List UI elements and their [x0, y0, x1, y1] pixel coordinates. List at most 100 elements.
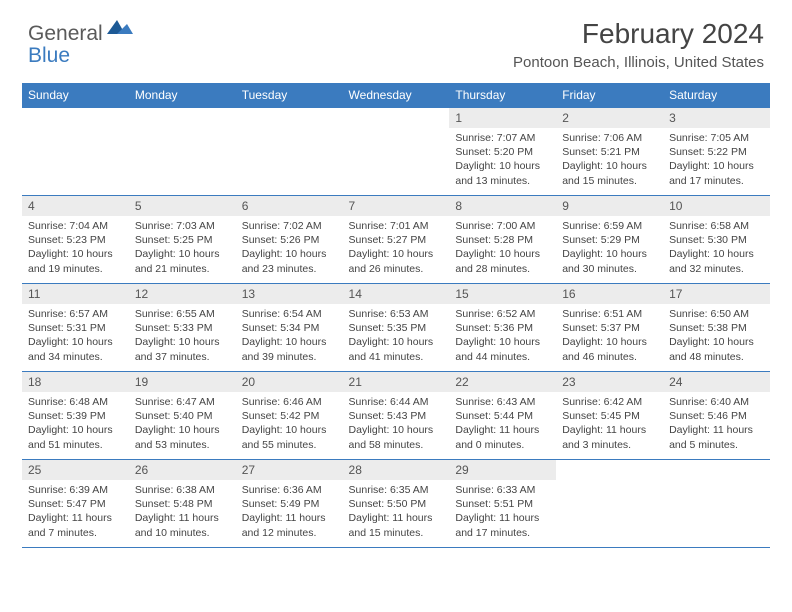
calendar-cell: 19Sunrise: 6:47 AMSunset: 5:40 PMDayligh… — [129, 372, 236, 460]
day-number: 18 — [22, 372, 129, 392]
day-number: 24 — [663, 372, 770, 392]
day-details: Sunrise: 6:54 AMSunset: 5:34 PMDaylight:… — [236, 304, 343, 368]
calendar-cell: 28Sunrise: 6:35 AMSunset: 5:50 PMDayligh… — [343, 460, 450, 548]
day-details: Sunrise: 6:48 AMSunset: 5:39 PMDaylight:… — [22, 392, 129, 456]
day-details: Sunrise: 7:02 AMSunset: 5:26 PMDaylight:… — [236, 216, 343, 280]
day-details: Sunrise: 6:38 AMSunset: 5:48 PMDaylight:… — [129, 480, 236, 544]
day-details: Sunrise: 6:52 AMSunset: 5:36 PMDaylight:… — [449, 304, 556, 368]
calendar-cell: 22Sunrise: 6:43 AMSunset: 5:44 PMDayligh… — [449, 372, 556, 460]
calendar-header-row: SundayMondayTuesdayWednesdayThursdayFrid… — [22, 83, 770, 108]
calendar-cell — [129, 108, 236, 196]
day-details: Sunrise: 6:44 AMSunset: 5:43 PMDaylight:… — [343, 392, 450, 456]
calendar-cell: 12Sunrise: 6:55 AMSunset: 5:33 PMDayligh… — [129, 284, 236, 372]
day-number: 6 — [236, 196, 343, 216]
calendar-cell: 9Sunrise: 6:59 AMSunset: 5:29 PMDaylight… — [556, 196, 663, 284]
calendar-cell: 1Sunrise: 7:07 AMSunset: 5:20 PMDaylight… — [449, 108, 556, 196]
calendar-cell: 24Sunrise: 6:40 AMSunset: 5:46 PMDayligh… — [663, 372, 770, 460]
day-number: 11 — [22, 284, 129, 304]
calendar-week-row: 1Sunrise: 7:07 AMSunset: 5:20 PMDaylight… — [22, 108, 770, 196]
day-details: Sunrise: 7:07 AMSunset: 5:20 PMDaylight:… — [449, 128, 556, 192]
calendar-cell: 3Sunrise: 7:05 AMSunset: 5:22 PMDaylight… — [663, 108, 770, 196]
day-details: Sunrise: 6:39 AMSunset: 5:47 PMDaylight:… — [22, 480, 129, 544]
calendar-cell: 27Sunrise: 6:36 AMSunset: 5:49 PMDayligh… — [236, 460, 343, 548]
weekday-header: Sunday — [22, 83, 129, 108]
day-details: Sunrise: 6:57 AMSunset: 5:31 PMDaylight:… — [22, 304, 129, 368]
calendar-cell: 10Sunrise: 6:58 AMSunset: 5:30 PMDayligh… — [663, 196, 770, 284]
calendar-cell: 2Sunrise: 7:06 AMSunset: 5:21 PMDaylight… — [556, 108, 663, 196]
calendar-cell: 7Sunrise: 7:01 AMSunset: 5:27 PMDaylight… — [343, 196, 450, 284]
calendar-cell: 18Sunrise: 6:48 AMSunset: 5:39 PMDayligh… — [22, 372, 129, 460]
calendar-cell: 21Sunrise: 6:44 AMSunset: 5:43 PMDayligh… — [343, 372, 450, 460]
weekday-header: Tuesday — [236, 83, 343, 108]
day-number: 20 — [236, 372, 343, 392]
calendar-cell: 8Sunrise: 7:00 AMSunset: 5:28 PMDaylight… — [449, 196, 556, 284]
calendar-body: 1Sunrise: 7:07 AMSunset: 5:20 PMDaylight… — [22, 108, 770, 548]
day-number: 7 — [343, 196, 450, 216]
calendar-cell: 15Sunrise: 6:52 AMSunset: 5:36 PMDayligh… — [449, 284, 556, 372]
calendar-week-row: 25Sunrise: 6:39 AMSunset: 5:47 PMDayligh… — [22, 460, 770, 548]
weekday-header: Friday — [556, 83, 663, 108]
day-details: Sunrise: 6:47 AMSunset: 5:40 PMDaylight:… — [129, 392, 236, 456]
day-details: Sunrise: 6:59 AMSunset: 5:29 PMDaylight:… — [556, 216, 663, 280]
day-number: 17 — [663, 284, 770, 304]
day-details: Sunrise: 7:01 AMSunset: 5:27 PMDaylight:… — [343, 216, 450, 280]
day-number: 28 — [343, 460, 450, 480]
day-details: Sunrise: 6:33 AMSunset: 5:51 PMDaylight:… — [449, 480, 556, 544]
calendar-cell: 16Sunrise: 6:51 AMSunset: 5:37 PMDayligh… — [556, 284, 663, 372]
day-details: Sunrise: 6:42 AMSunset: 5:45 PMDaylight:… — [556, 392, 663, 456]
day-number: 26 — [129, 460, 236, 480]
weekday-header: Monday — [129, 83, 236, 108]
day-details: Sunrise: 6:46 AMSunset: 5:42 PMDaylight:… — [236, 392, 343, 456]
day-number: 29 — [449, 460, 556, 480]
day-number: 2 — [556, 108, 663, 128]
calendar-cell — [663, 460, 770, 548]
calendar-cell: 23Sunrise: 6:42 AMSunset: 5:45 PMDayligh… — [556, 372, 663, 460]
day-details: Sunrise: 6:36 AMSunset: 5:49 PMDaylight:… — [236, 480, 343, 544]
day-number: 25 — [22, 460, 129, 480]
calendar-cell: 17Sunrise: 6:50 AMSunset: 5:38 PMDayligh… — [663, 284, 770, 372]
page-title: February 2024 — [513, 18, 764, 50]
day-number: 19 — [129, 372, 236, 392]
day-details: Sunrise: 7:05 AMSunset: 5:22 PMDaylight:… — [663, 128, 770, 192]
calendar-cell: 13Sunrise: 6:54 AMSunset: 5:34 PMDayligh… — [236, 284, 343, 372]
day-number: 15 — [449, 284, 556, 304]
day-number: 1 — [449, 108, 556, 128]
day-number: 13 — [236, 284, 343, 304]
weekday-header: Saturday — [663, 83, 770, 108]
day-number: 12 — [129, 284, 236, 304]
day-number: 21 — [343, 372, 450, 392]
day-details: Sunrise: 7:06 AMSunset: 5:21 PMDaylight:… — [556, 128, 663, 192]
title-block: February 2024 Pontoon Beach, Illinois, U… — [513, 18, 764, 71]
calendar-cell: 6Sunrise: 7:02 AMSunset: 5:26 PMDaylight… — [236, 196, 343, 284]
page-subtitle: Pontoon Beach, Illinois, United States — [513, 54, 764, 71]
calendar-cell: 11Sunrise: 6:57 AMSunset: 5:31 PMDayligh… — [22, 284, 129, 372]
calendar-cell: 26Sunrise: 6:38 AMSunset: 5:48 PMDayligh… — [129, 460, 236, 548]
day-number: 22 — [449, 372, 556, 392]
day-number: 9 — [556, 196, 663, 216]
calendar-table: SundayMondayTuesdayWednesdayThursdayFrid… — [22, 83, 770, 548]
calendar-cell — [22, 108, 129, 196]
header: General February 2024 Pontoon Beach, Ill… — [0, 0, 792, 77]
day-number: 4 — [22, 196, 129, 216]
day-details: Sunrise: 7:03 AMSunset: 5:25 PMDaylight:… — [129, 216, 236, 280]
day-details: Sunrise: 7:04 AMSunset: 5:23 PMDaylight:… — [22, 216, 129, 280]
day-number: 10 — [663, 196, 770, 216]
day-number: 8 — [449, 196, 556, 216]
day-details: Sunrise: 6:53 AMSunset: 5:35 PMDaylight:… — [343, 304, 450, 368]
calendar-cell: 20Sunrise: 6:46 AMSunset: 5:42 PMDayligh… — [236, 372, 343, 460]
weekday-header: Thursday — [449, 83, 556, 108]
calendar-cell — [556, 460, 663, 548]
calendar-cell — [343, 108, 450, 196]
brand-text-2-wrap: Blue — [28, 44, 70, 68]
day-details: Sunrise: 6:40 AMSunset: 5:46 PMDaylight:… — [663, 392, 770, 456]
calendar-cell: 5Sunrise: 7:03 AMSunset: 5:25 PMDaylight… — [129, 196, 236, 284]
day-details: Sunrise: 7:00 AMSunset: 5:28 PMDaylight:… — [449, 216, 556, 280]
calendar-week-row: 4Sunrise: 7:04 AMSunset: 5:23 PMDaylight… — [22, 196, 770, 284]
day-details: Sunrise: 6:55 AMSunset: 5:33 PMDaylight:… — [129, 304, 236, 368]
day-details: Sunrise: 6:35 AMSunset: 5:50 PMDaylight:… — [343, 480, 450, 544]
calendar-cell: 29Sunrise: 6:33 AMSunset: 5:51 PMDayligh… — [449, 460, 556, 548]
day-number: 3 — [663, 108, 770, 128]
weekday-header: Wednesday — [343, 83, 450, 108]
calendar-cell: 25Sunrise: 6:39 AMSunset: 5:47 PMDayligh… — [22, 460, 129, 548]
calendar-week-row: 18Sunrise: 6:48 AMSunset: 5:39 PMDayligh… — [22, 372, 770, 460]
